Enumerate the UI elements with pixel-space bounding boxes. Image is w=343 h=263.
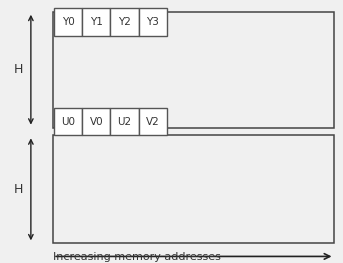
Bar [53, 135, 334, 243]
Bar [110, 108, 139, 135]
Text: U0: U0 [61, 117, 75, 127]
Bar [54, 108, 82, 135]
Bar [139, 8, 167, 36]
Text: Y3: Y3 [146, 17, 159, 27]
Text: Y2: Y2 [118, 17, 131, 27]
Bar [110, 8, 139, 36]
Text: U2: U2 [117, 117, 132, 127]
Bar [139, 108, 167, 135]
Bar [54, 8, 82, 36]
Text: Y1: Y1 [90, 17, 103, 27]
Bar [53, 12, 334, 128]
Text: V2: V2 [146, 117, 159, 127]
Text: H: H [14, 63, 24, 76]
Bar [82, 108, 110, 135]
Text: V0: V0 [90, 117, 103, 127]
Bar [82, 8, 110, 36]
Text: Y0: Y0 [62, 17, 75, 27]
Text: H: H [14, 183, 24, 196]
Text: Increasing memory addresses: Increasing memory addresses [53, 252, 221, 262]
